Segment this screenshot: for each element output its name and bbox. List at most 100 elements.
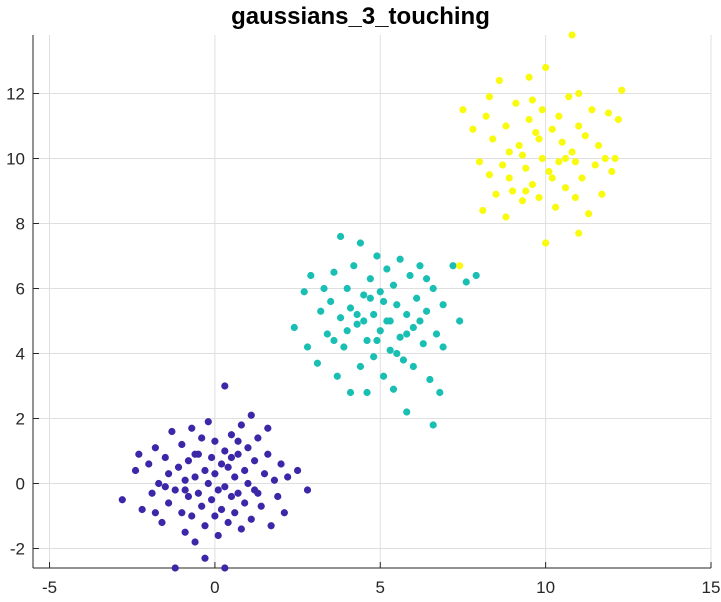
x-tick-label: 10 xyxy=(536,578,555,597)
data-point-cluster-2 xyxy=(403,408,411,416)
data-point-cluster-3 xyxy=(585,210,593,218)
y-tick-label: 10 xyxy=(6,150,25,169)
data-point-cluster-2 xyxy=(432,330,441,338)
data-point-cluster-1 xyxy=(211,470,219,478)
data-point-cluster-1 xyxy=(194,489,202,497)
data-point-cluster-3 xyxy=(505,174,513,182)
data-point-cluster-2 xyxy=(409,323,417,332)
data-point-cluster-1 xyxy=(201,554,209,562)
data-point-cluster-1 xyxy=(264,450,272,458)
data-point-cluster-3 xyxy=(485,93,494,101)
data-point-cluster-2 xyxy=(399,356,408,364)
data-point-cluster-2 xyxy=(422,307,431,315)
data-point-cluster-3 xyxy=(482,112,490,120)
data-point-cluster-1 xyxy=(221,447,229,455)
data-point-cluster-1 xyxy=(264,424,272,432)
data-point-cluster-2 xyxy=(360,291,368,299)
data-point-cluster-2 xyxy=(346,388,355,397)
data-point-cluster-2 xyxy=(439,343,447,351)
data-point-cluster-1 xyxy=(138,505,146,514)
data-point-cluster-2 xyxy=(366,294,374,302)
y-tick-label: 4 xyxy=(16,345,25,364)
data-point-cluster-2 xyxy=(376,327,384,335)
data-point-cluster-1 xyxy=(244,444,252,452)
data-point-cluster-2 xyxy=(290,323,298,332)
data-point-cluster-3 xyxy=(575,122,583,130)
data-point-cluster-2 xyxy=(419,340,427,348)
data-point-cluster-3 xyxy=(608,167,616,176)
data-point-cluster-1 xyxy=(227,431,236,439)
data-point-cluster-1 xyxy=(198,502,206,510)
data-point-cluster-3 xyxy=(542,239,550,247)
data-point-cluster-2 xyxy=(389,385,398,393)
data-point-cluster-1 xyxy=(224,518,232,527)
data-point-cluster-3 xyxy=(469,125,477,133)
data-point-cluster-2 xyxy=(416,317,424,325)
data-point-cluster-1 xyxy=(274,492,282,501)
data-point-cluster-1 xyxy=(270,476,279,484)
data-point-cluster-1 xyxy=(211,437,219,445)
data-point-cluster-1 xyxy=(191,473,199,481)
data-point-cluster-2 xyxy=(353,320,361,328)
data-point-cluster-2 xyxy=(389,281,398,289)
data-point-cluster-2 xyxy=(313,359,322,367)
data-point-cluster-1 xyxy=(204,418,212,426)
data-point-cluster-1 xyxy=(198,434,206,442)
data-point-cluster-2 xyxy=(343,284,351,293)
data-point-cluster-2 xyxy=(363,336,371,345)
data-point-cluster-3 xyxy=(475,158,484,166)
data-point-cluster-1 xyxy=(227,492,236,501)
data-point-cluster-2 xyxy=(383,265,391,273)
data-point-cluster-3 xyxy=(528,180,537,189)
data-point-cluster-2 xyxy=(343,327,351,335)
data-point-cluster-1 xyxy=(303,486,312,494)
y-tick-label: 0 xyxy=(16,475,25,494)
data-point-cluster-1 xyxy=(184,457,193,465)
data-point-cluster-1 xyxy=(234,489,242,497)
data-point-cluster-3 xyxy=(591,161,599,169)
data-point-cluster-3 xyxy=(561,154,570,163)
data-point-cluster-2 xyxy=(353,310,361,319)
data-point-cluster-3 xyxy=(601,154,609,163)
data-point-cluster-2 xyxy=(396,255,404,263)
data-point-cluster-2 xyxy=(422,275,431,283)
data-point-cluster-3 xyxy=(479,206,487,215)
data-point-cluster-1 xyxy=(191,538,199,546)
data-point-cluster-1 xyxy=(254,489,262,497)
data-point-cluster-1 xyxy=(227,453,236,462)
data-point-cluster-2 xyxy=(366,275,374,283)
y-tick-label: -2 xyxy=(10,540,25,559)
data-point-cluster-2 xyxy=(373,336,381,345)
data-point-cluster-1 xyxy=(168,427,176,436)
data-point-cluster-3 xyxy=(542,63,550,72)
data-point-cluster-1 xyxy=(247,411,255,419)
data-point-cluster-1 xyxy=(171,486,179,494)
data-point-cluster-1 xyxy=(178,509,186,517)
data-point-cluster-1 xyxy=(211,512,219,520)
data-point-cluster-1 xyxy=(217,505,226,514)
data-point-cluster-3 xyxy=(515,141,523,150)
data-point-cluster-1 xyxy=(165,499,173,507)
data-point-cluster-3 xyxy=(565,93,573,101)
data-point-cluster-2 xyxy=(416,262,424,270)
data-point-cluster-3 xyxy=(561,184,570,192)
data-point-cluster-3 xyxy=(518,151,527,159)
data-point-cluster-1 xyxy=(214,531,222,540)
data-point-cluster-1 xyxy=(184,492,193,501)
data-point-cluster-3 xyxy=(598,190,606,198)
data-point-cluster-1 xyxy=(181,476,189,484)
data-point-cluster-1 xyxy=(260,470,269,478)
chart-title: gaussians_3_touching xyxy=(231,3,490,30)
data-point-cluster-1 xyxy=(118,496,126,504)
data-point-cluster-2 xyxy=(320,284,328,293)
data-point-cluster-3 xyxy=(492,190,500,198)
data-point-cluster-2 xyxy=(439,301,447,309)
data-point-cluster-3 xyxy=(571,158,580,166)
data-point-cluster-3 xyxy=(459,106,467,114)
data-point-cluster-2 xyxy=(330,268,338,276)
data-point-cluster-1 xyxy=(188,512,196,520)
data-point-cluster-1 xyxy=(161,483,169,491)
data-point-cluster-2 xyxy=(403,310,411,319)
data-point-cluster-2 xyxy=(363,388,371,397)
